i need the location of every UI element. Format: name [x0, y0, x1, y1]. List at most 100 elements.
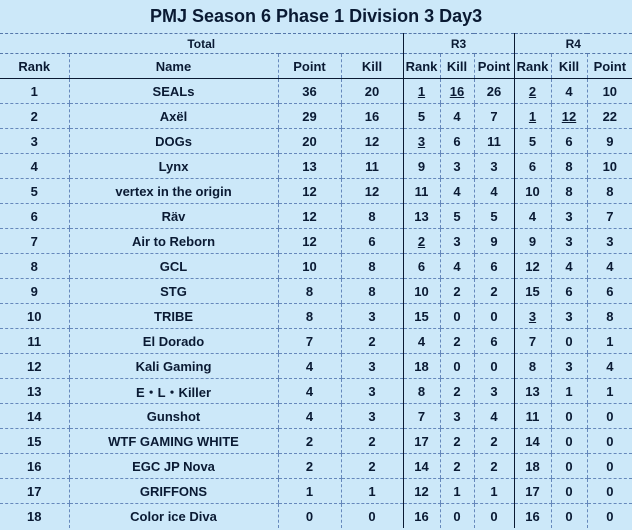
cell-name-value: Gunshot — [146, 408, 201, 424]
cell-r3-rank: 14 — [402, 453, 440, 479]
cell-rank-value: 13 — [27, 383, 42, 399]
cell-rank: 2 — [0, 103, 69, 129]
cell-r4-point: 4 — [586, 353, 632, 379]
cell-name: GRIFFONS — [68, 478, 278, 504]
column-header-rank: Rank — [0, 53, 69, 79]
cell-r4-point: 6 — [586, 278, 632, 304]
column-header-r3-rank: Rank — [402, 53, 440, 79]
cell-r4-kill: 0 — [550, 328, 587, 354]
cell-r3-rank: 12 — [402, 478, 440, 504]
cell-rank: 13 — [0, 378, 69, 404]
cell-rank: 8 — [0, 253, 69, 279]
cell-r3-point-value: 6 — [490, 258, 498, 274]
cell-r3-point: 6 — [473, 253, 514, 279]
cell-r4-kill-value: 0 — [565, 508, 573, 524]
cell-r3-rank: 17 — [402, 428, 440, 454]
cell-name: STG — [68, 278, 278, 304]
cell-name: Air to Reborn — [68, 228, 278, 254]
cell-r4-point-value: 9 — [606, 133, 614, 149]
cell-rank: 15 — [0, 428, 69, 454]
cell-r3-point: 2 — [473, 278, 514, 304]
cell-r4-point: 1 — [586, 328, 632, 354]
cell-r3-kill: 5 — [439, 203, 474, 229]
cell-kill: 8 — [340, 278, 403, 304]
cell-r4-kill-value: 0 — [565, 333, 573, 349]
cell-name: Räv — [68, 203, 278, 229]
cell-r3-point-value: 3 — [490, 158, 498, 174]
cell-name: El Dorado — [68, 328, 278, 354]
cell-kill-value: 8 — [368, 283, 376, 299]
cell-rank: 12 — [0, 353, 69, 379]
cell-name-value: vertex in the origin — [115, 183, 232, 199]
cell-r4-point: 0 — [586, 503, 632, 528]
cell-r4-rank: 13 — [513, 378, 551, 404]
cell-kill: 3 — [340, 378, 403, 404]
group-header-total: Total — [0, 33, 403, 54]
cell-r3-point-value: 4 — [490, 408, 498, 424]
cell-r3-rank-value: 8 — [417, 383, 426, 399]
cell-r4-kill: 3 — [550, 203, 587, 229]
table-row: 8 GCL 10 8 6 4 6 12 4 4 — [0, 253, 632, 279]
cell-r4-rank-value: 14 — [525, 433, 540, 449]
cell-r4-kill-value: 0 — [565, 433, 573, 449]
cell-r3-point: 0 — [473, 503, 514, 528]
cell-r4-rank: 16 — [513, 503, 551, 528]
page-title: PMJ Season 6 Phase 1 Division 3 Day3 — [0, 0, 632, 34]
cell-rank-value: 11 — [27, 333, 42, 349]
cell-r4-rank: 14 — [513, 428, 551, 454]
cell-r3-point: 2 — [473, 428, 514, 454]
cell-rank: 17 — [0, 478, 69, 504]
cell-point: 12 — [277, 203, 341, 229]
table-row: 14 Gunshot 4 3 7 3 4 11 0 0 — [0, 403, 632, 429]
cell-r3-kill-value: 0 — [453, 508, 461, 524]
cell-rank: 6 — [0, 203, 69, 229]
cell-r3-point-value: 0 — [490, 508, 498, 524]
cell-r3-rank: 4 — [402, 328, 440, 354]
cell-kill-value: 2 — [368, 458, 376, 474]
cell-r4-rank: 5 — [513, 128, 551, 154]
cell-r3-kill: 2 — [439, 328, 474, 354]
cell-r4-point: 7 — [586, 203, 632, 229]
cell-name: EGC JP Nova — [68, 453, 278, 479]
cell-r4-point-value: 0 — [606, 483, 614, 499]
cell-r3-point: 3 — [473, 153, 514, 179]
cell-kill-value: 3 — [368, 308, 376, 324]
cell-point: 0 — [277, 503, 341, 528]
cell-r4-kill-value: 8 — [565, 183, 573, 199]
cell-r3-rank-value: 4 — [417, 333, 426, 349]
column-header-r4-rank: Rank — [513, 53, 551, 79]
cell-rank: 18 — [0, 504, 69, 529]
cell-rank-value: 18 — [27, 508, 42, 524]
cell-r3-rank: 3 — [402, 128, 440, 154]
cell-r4-rank-value: 17 — [525, 483, 540, 499]
cell-r4-kill: 3 — [550, 303, 587, 329]
cell-point-value: 12 — [302, 183, 317, 199]
cell-r4-point: 0 — [586, 453, 632, 479]
group-header-r4: R4 — [513, 33, 632, 54]
cell-name-value: E・L・Killer — [135, 384, 212, 400]
cell-r4-point: 0 — [586, 428, 632, 454]
cell-r4-rank-value: 11 — [525, 408, 540, 424]
cell-r3-kill-value: 4 — [453, 183, 461, 199]
cell-r4-kill: 8 — [550, 178, 587, 204]
cell-name-value: TRIBE — [154, 308, 193, 324]
group-header-r3: R3 — [402, 33, 514, 54]
cell-r3-kill-value: 5 — [453, 208, 461, 224]
cell-r4-rank: 1 — [513, 103, 551, 129]
cell-r4-rank-value: 2 — [528, 83, 537, 99]
cell-kill-value: 20 — [364, 83, 380, 99]
column-header-r3-point: Point — [473, 53, 514, 79]
cell-point-value: 13 — [302, 158, 317, 174]
cell-rank-value: 17 — [27, 483, 42, 499]
cell-point: 4 — [277, 403, 341, 429]
cell-rank: 9 — [0, 278, 69, 304]
cell-r3-kill-value: 2 — [453, 333, 461, 349]
cell-point: 8 — [277, 303, 341, 329]
cell-r3-kill-value: 2 — [453, 283, 461, 299]
cell-name: DOGs — [68, 128, 278, 154]
cell-rank-value: 1 — [30, 83, 38, 99]
cell-r4-point: 10 — [586, 153, 632, 179]
cell-r4-kill-value: 4 — [565, 83, 573, 99]
cell-r3-point: 0 — [473, 353, 514, 379]
cell-kill: 2 — [340, 453, 403, 479]
